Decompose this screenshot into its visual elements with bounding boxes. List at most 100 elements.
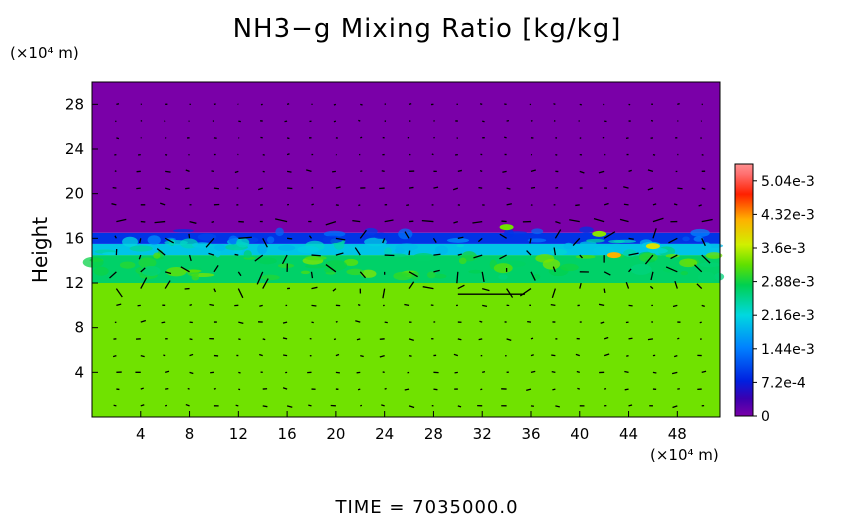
wind-vector [701,254,711,264]
field-patch [690,228,710,237]
time-label: TIME = 7035000.0 [335,497,519,518]
wind-vector [408,354,412,357]
wind-vector [306,169,312,172]
wind-vector [506,338,512,342]
wind-vector [185,169,190,172]
wind-vector [189,338,193,341]
wind-vector [624,370,629,373]
wind-vector [665,266,678,273]
wind-vector [577,387,580,390]
wind-vector [501,220,507,223]
wind-vector [603,336,609,340]
wind-vector [116,218,127,223]
wind-vector [694,264,703,273]
wind-vector [164,187,171,191]
field-patch [257,243,268,255]
wind-vector [579,103,582,106]
wind-vector [668,237,678,244]
wind-vector [603,271,611,276]
wind-vector [286,170,292,173]
wind-vector [672,304,678,308]
wind-vector [282,321,288,324]
field-patch [630,263,652,275]
field-patch [384,247,392,257]
wind-vector [677,102,680,105]
plot-frame [91,81,721,418]
field-patch [350,245,365,250]
wind-vector [472,220,483,224]
field-patch [178,259,191,264]
wind-vector [644,254,654,265]
wind-vector [357,388,361,391]
wind-vector [189,353,194,357]
wind-vector [701,304,705,308]
wind-vector [188,233,191,239]
wind-vector [185,403,190,407]
wind-vector [670,254,678,260]
wind-vector [628,169,632,172]
field-patch [593,245,615,255]
field-patch [93,266,109,276]
wind-vector [552,266,556,273]
wind-vector [649,285,654,290]
wind-vector [140,319,147,323]
colorbar: 0 7.2e-4 1.44e-3 2.16e-3 2.88e-3 3.6e-3 4.32e-… [734,163,815,425]
field-patch [322,235,343,244]
wind-vector [473,254,483,259]
wind-vector [652,203,657,206]
field-patch [579,226,594,234]
wind-vector [308,235,313,239]
field-patch [398,228,413,240]
wind-vector [140,387,144,390]
wind-vector [209,303,215,306]
wind-vector [530,169,536,172]
wind-vector [482,304,488,307]
field-patch [705,252,723,259]
field-patch [434,245,448,255]
field-patch [275,227,284,237]
wind-vector [159,202,166,206]
wind-vector [165,170,171,173]
field-patch [373,232,389,240]
wind-vector [408,103,412,105]
wind-vector [287,237,293,240]
field-patch [393,271,413,281]
wind-vector [140,354,145,358]
wind-vector [325,264,337,273]
field-patch [243,250,252,259]
wind-vector [189,303,193,306]
field-patch [197,233,217,241]
chart-title: NH3−g Mixing Ratio [kg/kg] [232,14,622,44]
field-patch [343,258,359,266]
wind-vector [116,137,120,140]
wind-vector [311,321,314,324]
wind-vector [626,354,629,357]
wind-vector [358,119,361,122]
wind-vector [530,271,536,281]
wind-vector [164,271,172,275]
wind-vector [652,153,656,156]
wind-vector [699,321,702,324]
wind-vector [359,229,367,239]
wind-vector [433,253,441,256]
wind-vector [238,236,252,239]
wind-vector [262,278,269,289]
wind-vector [457,405,462,408]
field-patch [214,244,226,251]
wind-vector [579,170,585,174]
wind-vector [625,281,630,289]
wind-vector [432,237,437,243]
wind-vector [234,170,239,174]
wind-vector [352,219,361,223]
wind-vector [652,371,657,374]
wind-vector [479,103,483,105]
field-patch [426,271,436,279]
wind-vector [575,353,580,357]
wind-vector [526,250,532,256]
wind-vector [650,119,654,122]
wind-vector [576,370,580,373]
field-patch [645,243,660,250]
field-patch [266,236,275,244]
wind-vector [238,388,241,391]
